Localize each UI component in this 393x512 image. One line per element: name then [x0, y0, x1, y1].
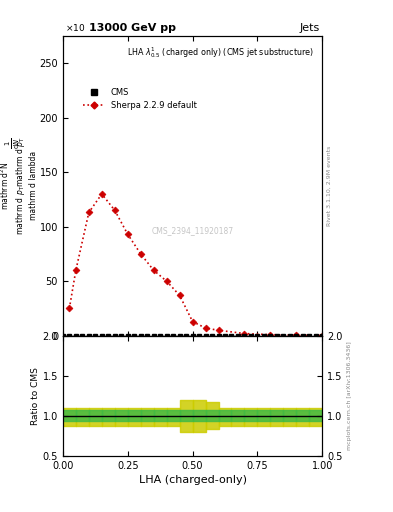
- Legend: CMS, Sherpa 2.2.9 default: CMS, Sherpa 2.2.9 default: [80, 85, 200, 114]
- Y-axis label: Ratio to CMS: Ratio to CMS: [31, 367, 40, 424]
- Text: $\frac{1}{\mathrm{d}N}$: $\frac{1}{\mathrm{d}N}$: [4, 138, 22, 149]
- Text: $\times10$: $\times10$: [66, 22, 86, 33]
- Y-axis label: mcplots.cern.ch [arXiv:1306.3436]: mcplots.cern.ch [arXiv:1306.3436]: [347, 342, 352, 450]
- Y-axis label: Rivet 3.1.10, 2.9M events: Rivet 3.1.10, 2.9M events: [327, 145, 331, 226]
- Text: 13000 GeV pp: 13000 GeV pp: [89, 23, 176, 33]
- Y-axis label: mathrm d$^2$N
mathrm d $p_\mathrm{T}$mathrm d $p_\mathrm{T}$
mathrm d lambda: mathrm d$^2$N mathrm d $p_\mathrm{T}$mat…: [0, 136, 38, 235]
- Text: LHA $\lambda^{1}_{0.5}$ (charged only) (CMS jet substructure): LHA $\lambda^{1}_{0.5}$ (charged only) (…: [127, 45, 314, 60]
- Text: Jets: Jets: [299, 23, 320, 33]
- Text: CMS_2394_11920187: CMS_2394_11920187: [152, 226, 233, 236]
- X-axis label: LHA (charged-only): LHA (charged-only): [139, 475, 246, 485]
